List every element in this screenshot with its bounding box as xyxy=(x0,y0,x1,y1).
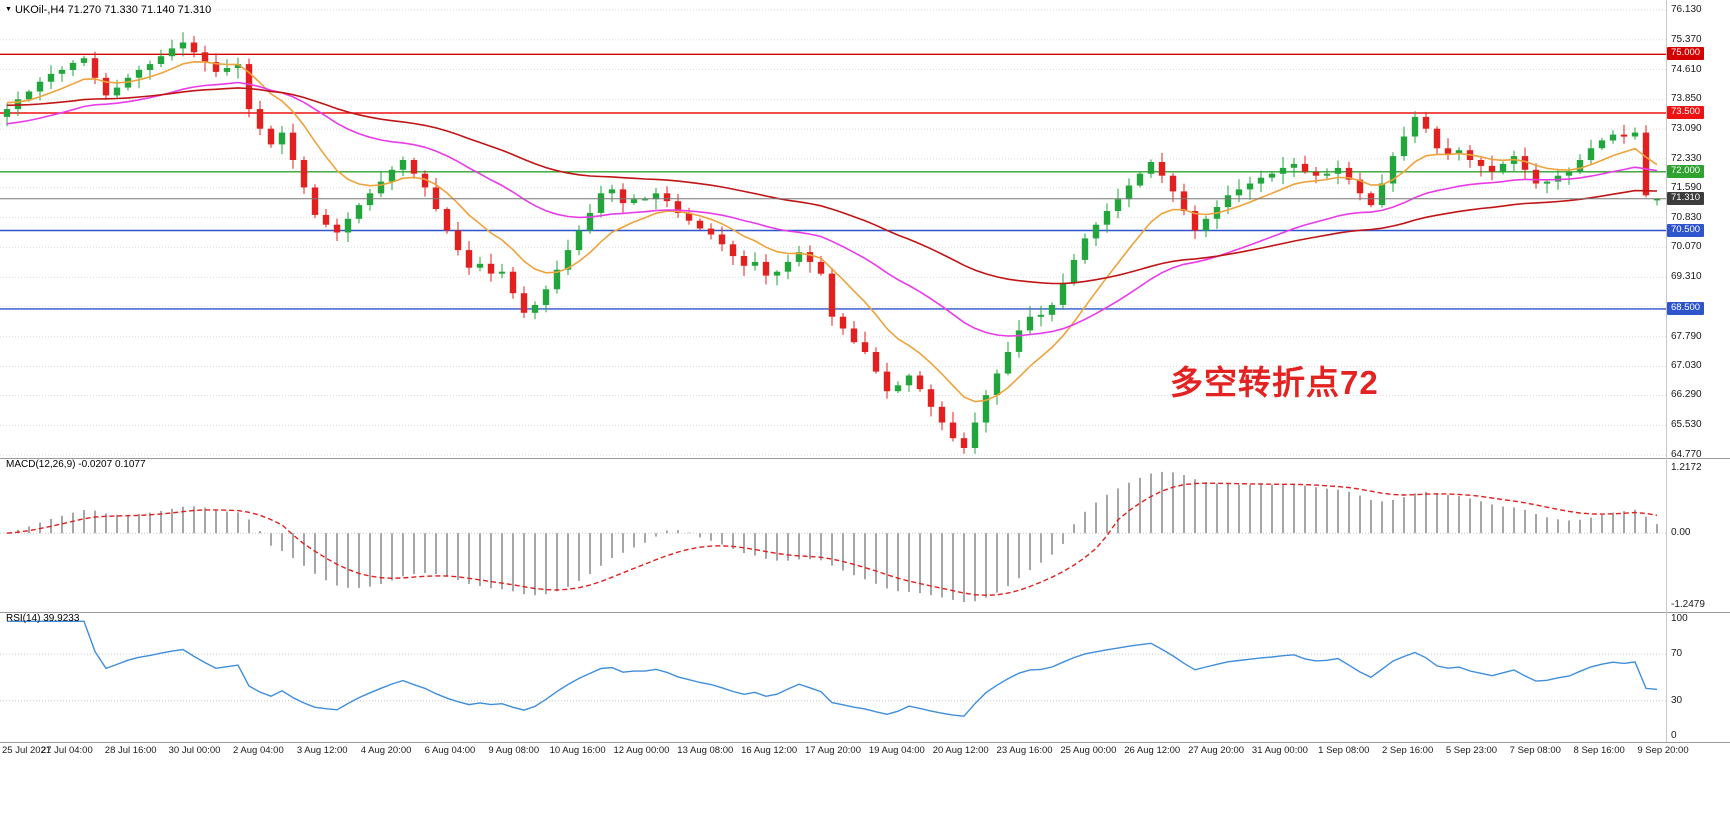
time-axis-label: 16 Aug 12:00 xyxy=(741,745,798,756)
price-level-badge[interactable]: 73.500 xyxy=(1667,106,1705,120)
chart-ohlc-values: 71.270 71.330 71.140 71.310 xyxy=(67,4,212,16)
chart-title: ▼ UKOil-,H4 71.270 71.330 71.140 71.310 xyxy=(5,4,211,16)
time-axis-label: 19 Aug 04:00 xyxy=(868,745,925,756)
macd-histogram xyxy=(17,471,1658,603)
time-axis-label: 30 Jul 00:00 xyxy=(168,745,221,756)
price-axis-label: 73.850 xyxy=(1671,93,1702,105)
price-axis-label: 75.370 xyxy=(1671,33,1702,45)
rsi-axis-label: 30 xyxy=(1671,694,1683,706)
price-level-badge[interactable]: 72.000 xyxy=(1667,164,1705,178)
time-axis-label: 23 Aug 16:00 xyxy=(996,745,1053,756)
time-axis-label: 12 Aug 00:00 xyxy=(613,745,670,756)
time-axis-label: 3 Aug 12:00 xyxy=(296,745,348,756)
time-axis-label: 27 Aug 20:00 xyxy=(1188,745,1245,756)
chart-annotation-text[interactable]: 多空转折点72 xyxy=(1170,364,1379,401)
time-axis-label: 10 Aug 16:00 xyxy=(549,745,606,756)
macd-values-text: -0.0207 0.1077 xyxy=(78,459,146,470)
symbol-marker-icon: ▼ xyxy=(5,6,12,13)
rsi-label-text: RSI(14) xyxy=(6,613,41,624)
price-level-badge[interactable]: 75.000 xyxy=(1667,47,1705,61)
time-axis-label: 6 Aug 04:00 xyxy=(424,745,476,756)
time-axis-label: 27 Jul 04:00 xyxy=(40,745,93,756)
time-axis-label: 28 Jul 16:00 xyxy=(104,745,157,756)
price-axis-label: 71.590 xyxy=(1671,181,1702,193)
rsi-axis-label: 0 xyxy=(1671,730,1677,741)
macd-axis-max-label: 1.2172 xyxy=(1671,462,1702,473)
time-axis-label: 7 Sep 08:00 xyxy=(1509,745,1561,756)
macd-indicator-label: MACD(12,26,9) -0.0207 0.1077 xyxy=(6,459,146,470)
price-axis-label: 76.130 xyxy=(1671,4,1702,15)
time-axis-label: 9 Aug 08:00 xyxy=(488,745,540,756)
price-axis-label: 72.330 xyxy=(1671,152,1702,164)
rsi-axis-label: 70 xyxy=(1671,648,1683,660)
candles-layer xyxy=(3,32,1661,454)
time-axis-label: 26 Aug 12:00 xyxy=(1124,745,1181,756)
price-axis-label: 65.530 xyxy=(1671,419,1702,431)
time-axis-label: 9 Sep 20:00 xyxy=(1637,745,1689,756)
price-axis-label: 67.030 xyxy=(1671,360,1702,372)
time-axis-label: 25 Jul 2021 xyxy=(2,745,52,756)
macd-axis-min-label: -1.2479 xyxy=(1671,599,1705,610)
ma-fast-orange-line xyxy=(6,60,1658,403)
time-axis-label: 25 Aug 00:00 xyxy=(1060,745,1117,756)
time-axis-label: 4 Aug 20:00 xyxy=(360,745,412,756)
price-axis-label: 70.070 xyxy=(1671,241,1702,253)
price-axis-label: 64.770 xyxy=(1671,449,1702,460)
time-axis-label: 5 Sep 23:00 xyxy=(1445,745,1498,756)
ma-slow-red-line xyxy=(6,87,1658,285)
time-axis-label: 13 Aug 08:00 xyxy=(677,745,734,756)
price-level-badge[interactable]: 70.500 xyxy=(1667,223,1705,237)
rsi-value-text: 39.9233 xyxy=(43,613,80,624)
rsi-axis-label: 100 xyxy=(1671,613,1688,624)
time-axis-label: 1 Sep 08:00 xyxy=(1318,745,1370,756)
price-axis-label: 67.790 xyxy=(1671,330,1702,342)
rsi-line xyxy=(7,620,1658,717)
macd-axis-zero-label: 0.00 xyxy=(1671,527,1691,539)
chart-symbol-timeframe: UKOil-,H4 xyxy=(14,4,65,16)
price-axis-label: 66.290 xyxy=(1671,389,1702,401)
time-axis-label: 2 Aug 04:00 xyxy=(233,745,284,756)
time-axis-label: 2 Sep 16:00 xyxy=(1381,745,1434,756)
price-axis-label: 74.610 xyxy=(1671,63,1702,75)
time-axis-label: 8 Sep 16:00 xyxy=(1573,745,1625,756)
macd-signal-line xyxy=(6,482,1658,597)
price-axis-label: 73.090 xyxy=(1671,123,1702,135)
price-axis-label: 70.830 xyxy=(1671,211,1702,223)
current-price-badge[interactable]: 71.310 xyxy=(1667,191,1705,205)
time-axis-label: 31 Aug 00:00 xyxy=(1251,745,1308,756)
price-axis-label: 69.310 xyxy=(1671,271,1702,283)
rsi-indicator-label: RSI(14) 39.9233 xyxy=(6,613,79,624)
macd-label-text: MACD(12,26,9) xyxy=(6,459,76,470)
time-axis-label: 17 Aug 20:00 xyxy=(805,745,861,756)
price-level-badge[interactable]: 68.500 xyxy=(1667,301,1705,315)
time-axis-label: 20 Aug 12:00 xyxy=(932,745,989,756)
